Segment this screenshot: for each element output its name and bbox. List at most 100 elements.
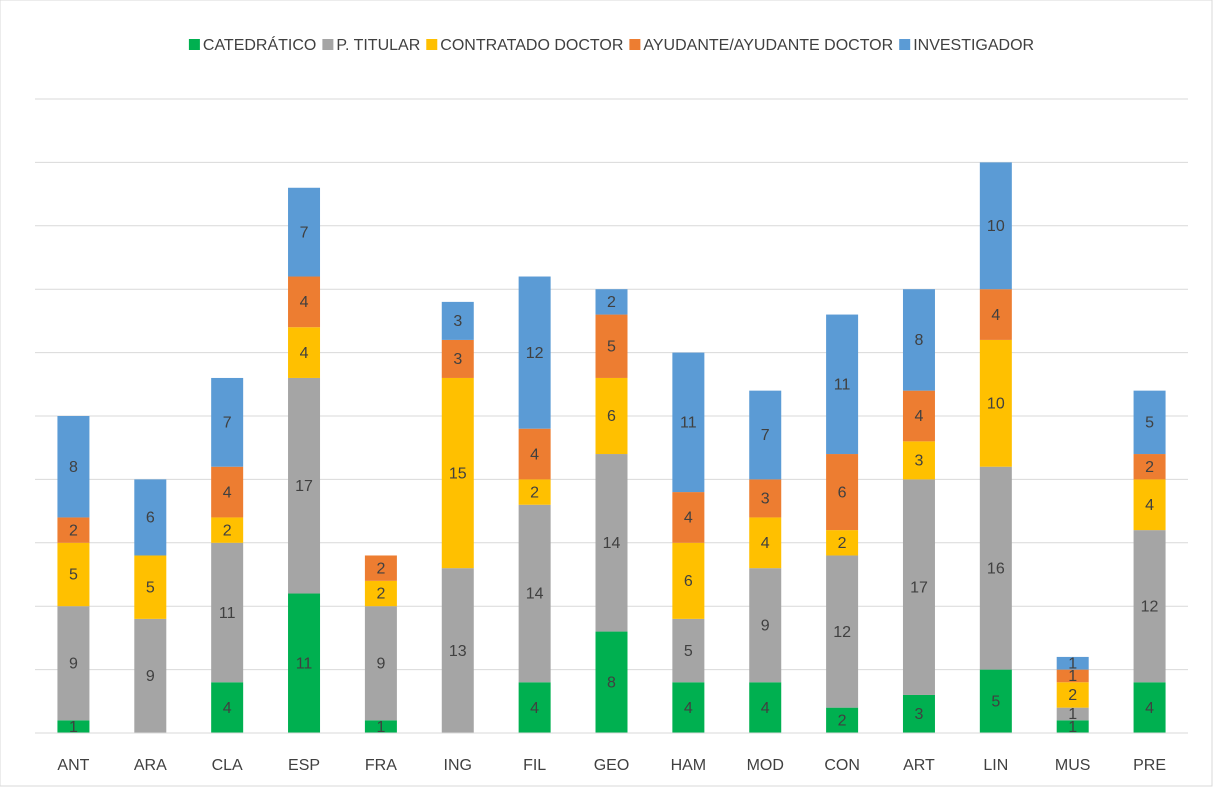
data-label: 9 (761, 617, 770, 634)
bar-segment (518, 276, 551, 429)
legend-swatch (629, 39, 641, 50)
data-label: 1 (69, 719, 78, 736)
data-label: 4 (300, 294, 309, 311)
bar-segment (979, 466, 1012, 670)
data-label: 3 (915, 453, 924, 470)
data-label: 11 (219, 605, 236, 622)
bar-segment (364, 606, 397, 721)
bar-segment (979, 669, 1012, 733)
bar-segment (749, 517, 782, 569)
x-tick-label: HAM (671, 757, 707, 774)
data-label: 1 (376, 719, 385, 736)
bar-segment (672, 492, 705, 543)
x-tick-label: ART (903, 757, 935, 774)
bar-segment (288, 377, 321, 594)
bar-segment (441, 339, 474, 378)
bar-segment (826, 707, 859, 733)
bar-segment (1133, 390, 1166, 455)
data-label: 4 (1145, 497, 1154, 514)
data-label: 6 (684, 573, 693, 590)
bar-segment (595, 377, 628, 455)
data-label: 1 (1068, 655, 1077, 672)
data-label: 7 (761, 427, 770, 444)
bar-segment (749, 479, 782, 518)
bar-segment (288, 276, 321, 328)
bar-segment (1133, 530, 1166, 683)
bar-segment (518, 504, 551, 683)
x-tick-label: PRE (1133, 757, 1166, 774)
data-label: 17 (910, 579, 928, 596)
bar-segment (211, 682, 244, 733)
data-label: 2 (376, 560, 385, 577)
data-label: 1 (1068, 668, 1077, 685)
bar-segment (979, 339, 1012, 467)
x-tick-label: MOD (747, 757, 784, 774)
data-label: 3 (453, 351, 462, 368)
bar-segment (441, 568, 474, 733)
data-label: 2 (376, 586, 385, 603)
x-tick-label: ARA (134, 757, 167, 774)
bar-segment (211, 517, 244, 543)
data-label: 11 (296, 655, 313, 672)
bar-segment (57, 517, 90, 543)
data-label: 12 (1141, 598, 1159, 615)
data-label: 5 (69, 567, 78, 584)
bar-segment (1133, 682, 1166, 733)
bar-segment (134, 618, 167, 733)
bar-segment (518, 479, 551, 505)
data-label: 4 (223, 484, 232, 501)
data-label: 8 (607, 674, 616, 691)
data-label: 4 (761, 535, 770, 552)
data-label: 2 (530, 484, 539, 501)
bar-segment (979, 289, 1012, 340)
data-label: 2 (69, 522, 78, 539)
data-label: 3 (453, 313, 462, 330)
bar-segment (595, 314, 628, 378)
data-label: 1 (1068, 719, 1077, 736)
bar-segment (902, 441, 935, 480)
bar-segment (902, 289, 935, 391)
data-label: 16 (987, 560, 1005, 577)
data-label: 4 (761, 700, 770, 717)
bar-segment (211, 377, 244, 467)
x-tick-label: FIL (523, 757, 546, 774)
data-label: 14 (603, 535, 621, 552)
bar-segment (749, 568, 782, 683)
legend-label: AYUDANTE/AYUDANTE DOCTOR (643, 37, 893, 54)
data-label: 2 (223, 522, 232, 539)
bar-segment (1056, 720, 1089, 733)
bar-segment (1056, 669, 1089, 683)
data-label: 4 (991, 307, 1000, 324)
bar-segment (826, 530, 859, 556)
data-label: 6 (838, 484, 847, 501)
bar-segment (902, 390, 935, 442)
data-label: 3 (915, 706, 924, 723)
bar-segment (364, 555, 397, 581)
bar-segment (134, 479, 167, 556)
x-tick-label: LIN (983, 757, 1008, 774)
data-label: 6 (607, 408, 616, 425)
legend-label: CONTRATADO DOCTOR (440, 37, 623, 54)
data-label: 7 (300, 224, 309, 241)
legend-label: CATEDRÁTICO (203, 35, 316, 54)
bar-segment (211, 542, 244, 683)
data-label: 4 (915, 408, 924, 425)
bar-segment (57, 606, 90, 721)
bar-segment (1056, 707, 1089, 721)
x-tick-label: FRA (365, 757, 397, 774)
bar-segment (1056, 682, 1089, 708)
data-label: 8 (69, 459, 78, 476)
bar-segment (288, 593, 321, 733)
x-tick-label: ESP (288, 757, 320, 774)
bar-segment (57, 416, 90, 518)
bar-segment (826, 314, 859, 455)
bar-segment (979, 162, 1012, 290)
x-tick-label: MUS (1055, 757, 1091, 774)
data-label: 4 (684, 510, 693, 527)
bar-segment (826, 555, 859, 708)
bar-segment (672, 682, 705, 733)
data-label: 5 (991, 694, 1000, 711)
bar-segment (595, 454, 628, 632)
bar-segment (518, 682, 551, 733)
